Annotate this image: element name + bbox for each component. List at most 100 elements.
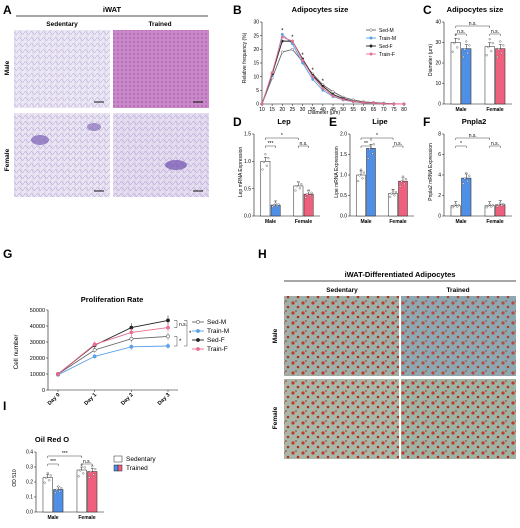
- panel-f-data-point: [463, 177, 466, 180]
- panel-b-significance: *: [291, 35, 294, 41]
- panel-i-ytick-label: 0.1: [26, 495, 33, 501]
- panel-g-chart: Proliferation Rate Cell number 0 10000 200…: [13, 295, 229, 407]
- panel-b-significance: *: [322, 79, 325, 85]
- panel-e-significance-bracket: [360, 137, 394, 140]
- panel-f-ytick-label: 6: [438, 152, 441, 158]
- panel-i-significance-bracket: [47, 455, 82, 458]
- panel-e-data-point: [401, 175, 405, 178]
- panel-e-ylabel: Lipe mRNA Expression: [334, 146, 340, 198]
- panel-f-significance-bracket: [489, 145, 501, 148]
- panel-g-ytick-label: 0: [42, 388, 45, 394]
- panel-b-xtick-label: 45: [330, 107, 336, 113]
- panel-d-title: Lep: [277, 117, 291, 126]
- panel-f-data-point: [457, 204, 460, 207]
- panel-f-ytick-label: 2: [438, 193, 441, 199]
- panel-b-xtick-label: 10: [259, 107, 265, 113]
- panel-c-ytick-label: 10: [435, 81, 441, 87]
- panel-f-data-point: [488, 203, 491, 206]
- panel-b-xlabel: Diameter (μm): [308, 110, 340, 116]
- panel-e-chart: Lipe Lipe mRNA Expression 0.0 0.5 1.0 1.5 2.…: [334, 117, 414, 225]
- panel-c-data-point: [462, 55, 465, 59]
- panel-d-data-point: [264, 153, 267, 156]
- panel-b-point: [280, 50, 284, 54]
- panel-e-significance-label: **: [364, 141, 368, 147]
- panel-i-legend-label: Sedentary: [126, 456, 156, 463]
- panel-c-ytick-label: 20: [435, 61, 441, 67]
- panel-b-point: [321, 86, 325, 90]
- panel-d-significance-label: *: [281, 133, 283, 139]
- panel-c-category-label: Male: [455, 107, 466, 113]
- panel-b-point: [341, 98, 345, 102]
- panel-g-legend-marker: [196, 329, 200, 333]
- panel-f-ytick-label: 4: [438, 173, 441, 179]
- panel-d-data-point: [306, 193, 309, 196]
- panel-i-legend-swatch-trained-male: [113, 464, 119, 472]
- panel-b-point: [290, 39, 294, 43]
- panel-b-point: [331, 90, 335, 94]
- panel-c-ytick-label: 40: [435, 20, 441, 26]
- panel-g-line-sed-m: [57, 335, 169, 375]
- panel-i-ytick-label: 0.3: [26, 465, 33, 471]
- panel-b-point: [301, 58, 305, 62]
- panel-g-point: [92, 342, 97, 347]
- panel-c-data-point: [485, 54, 488, 57]
- panel-f-data-point: [468, 174, 471, 177]
- panel-label-f: F: [423, 115, 430, 129]
- panel-c-data-point: [457, 37, 460, 40]
- panel-label-h: H: [258, 247, 267, 261]
- panel-a-histology: iWAT Sedentary Trained Male Female: [4, 5, 209, 197]
- panel-e-data-point: [371, 152, 374, 155]
- panel-label-i: I: [3, 399, 6, 413]
- panel-e-ytick-label: 0.5: [340, 193, 347, 199]
- panel-h-col-trained: Trained: [446, 287, 469, 294]
- panel-b-significance: *: [301, 53, 304, 59]
- panel-a-col-sedentary: Sedentary: [46, 21, 78, 28]
- panel-f-ytick-label: 8: [438, 132, 441, 138]
- panel-c-data-point: [497, 48, 500, 51]
- panel-a-row-female: Female: [4, 148, 11, 171]
- panel-e-data-point: [368, 147, 371, 151]
- panel-d-ytick-label: 0.0: [244, 214, 251, 220]
- panel-d-data-point: [271, 205, 274, 208]
- panel-e-data-point: [390, 192, 393, 195]
- panel-i-data-point: [83, 466, 86, 469]
- panel-i-data-point: [45, 476, 48, 479]
- panel-i-data-point: [79, 469, 82, 472]
- panel-f-data-point: [465, 172, 468, 175]
- panel-e-data-point: [394, 191, 397, 194]
- panel-e-title: Lipe: [372, 117, 387, 126]
- panel-c-data-point: [502, 44, 505, 47]
- panel-c-data-point: [465, 40, 468, 43]
- panel-a-col-trained: Trained: [148, 21, 171, 28]
- panel-d-significance-bracket: [298, 145, 309, 148]
- panel-e-data-point: [362, 171, 365, 174]
- panel-g-significance-label: *: [189, 331, 192, 337]
- panel-f-data-point: [453, 204, 456, 207]
- panel-b-xtick-label: 15: [269, 107, 275, 113]
- panel-c-data-point: [496, 55, 499, 59]
- panel-g-ytick-label: 10000: [30, 372, 45, 378]
- panel-e-data-point: [403, 182, 406, 186]
- panel-c-data-point: [456, 46, 459, 49]
- panel-g-point: [166, 325, 170, 330]
- panel-b-legend-label: Train-F: [379, 52, 395, 58]
- panel-c-data-point: [491, 42, 494, 45]
- panel-i-title: Oil Red O: [35, 435, 69, 444]
- panel-c-data-point: [466, 52, 469, 55]
- panel-g-legend-marker: [196, 347, 200, 351]
- panel-b-point: [402, 102, 406, 106]
- panel-b-point: [372, 101, 376, 105]
- panel-g-point: [129, 344, 134, 349]
- panel-b-legend-marker: [369, 44, 373, 48]
- panel-i-data-point: [60, 487, 63, 490]
- panel-d-data-point: [300, 183, 303, 186]
- panel-d-chart: Lep Lep mRNA Expression 0.0 0.5 1.0 1.5 Male…: [238, 117, 320, 225]
- panel-g-significance-bracket: [174, 336, 178, 347]
- panel-f-data-point: [490, 205, 493, 208]
- panel-e-data-point: [400, 180, 403, 183]
- panel-e-data-point: [361, 177, 364, 180]
- panel-d-significance-label: ***: [268, 141, 274, 147]
- panel-b-ytick-label: 20: [253, 47, 259, 53]
- panel-b-legend-label: Sed-M: [379, 28, 394, 34]
- panel-i-data-point: [94, 467, 97, 471]
